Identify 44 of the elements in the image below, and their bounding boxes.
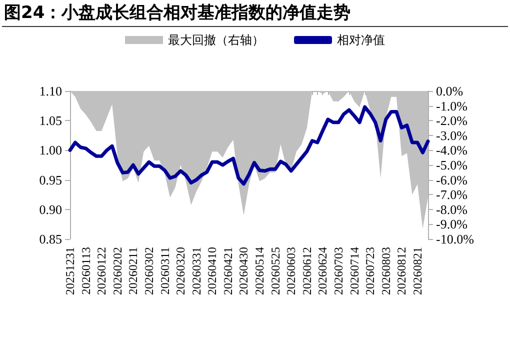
- y2-tick-label: -7.0%: [436, 187, 468, 202]
- y2-tick-label: -10.0%: [436, 232, 474, 246]
- x-tick-label: 20260122: [94, 247, 109, 295]
- y2-tick-label: 0.0%: [436, 84, 464, 98]
- x-tick-label: 20260211: [126, 247, 140, 295]
- y-tick-label: 1.05: [39, 113, 62, 128]
- y2-tick-label: -6.0%: [436, 172, 468, 188]
- chart-title: 图24：小盘成长组合相对基准指数的净值走势: [2, 0, 508, 27]
- x-tick-label: 20260410: [205, 247, 220, 295]
- x-tick-label: 20260723: [363, 247, 378, 295]
- x-tick-label: 20260812: [394, 247, 409, 295]
- y2-tick-label: -9.0%: [436, 216, 468, 232]
- x-tick-label: 20260514: [252, 247, 267, 295]
- legend-label: 相对净值: [337, 33, 385, 47]
- x-tick-label: 20251231: [63, 247, 77, 295]
- x-tick-label: 20260612: [300, 247, 314, 295]
- y2-tick-label: -8.0%: [436, 202, 468, 217]
- x-tick-label: 20260311: [158, 247, 172, 295]
- y-tick-label: 0.95: [39, 172, 62, 188]
- x-tick-label: 20260821: [410, 247, 424, 295]
- y2-tick-label: -1.0%: [436, 98, 468, 114]
- x-tick-label: 20260202: [110, 247, 124, 295]
- x-tick-label: 20260302: [142, 247, 156, 295]
- x-tick-label: 20260803: [378, 247, 393, 295]
- x-tick-label: 20260703: [332, 247, 346, 295]
- line-series: [68, 105, 430, 186]
- x-tick-label: 20260624: [316, 247, 330, 295]
- y2-tick-label: -3.0%: [436, 128, 468, 143]
- x-tick-label: 20260525: [268, 247, 282, 295]
- x-tick-label: 20260421: [220, 247, 235, 295]
- x-tick-label: 20260430: [236, 247, 251, 295]
- y-tick-label: 1.00: [39, 142, 62, 158]
- x-tick-label: 20260714: [347, 247, 362, 295]
- y-tick-label: 0.85: [39, 232, 62, 246]
- x-tick-label: 20260603: [284, 247, 298, 295]
- x-tick-label: 20260320: [174, 247, 188, 295]
- legend-label: 最大回撤（右轴）: [168, 33, 264, 47]
- y-tick-label: 1.10: [39, 84, 62, 98]
- y2-tick-label: -2.0%: [436, 113, 468, 128]
- x-tick-label: 20260331: [189, 247, 204, 295]
- x-tick-label: 20260113: [78, 247, 93, 295]
- y-tick-label: 0.90: [39, 202, 62, 217]
- y2-tick-label: -4.0%: [436, 142, 468, 158]
- y2-tick-label: -5.0%: [436, 158, 468, 172]
